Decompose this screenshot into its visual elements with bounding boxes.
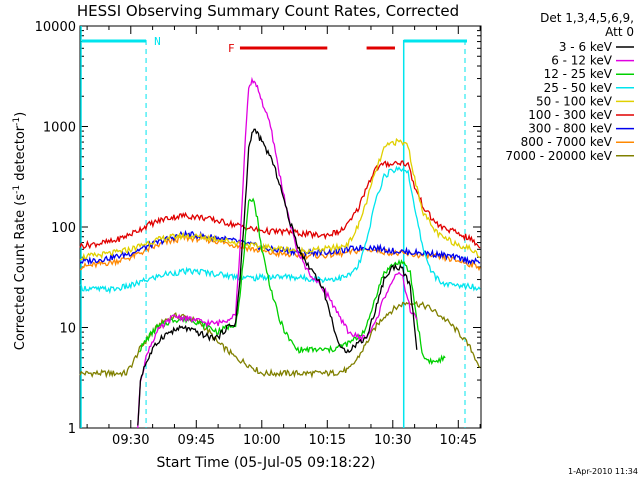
x-tick-label: 10:15 [309, 433, 346, 448]
series-line-50-100keV [79, 137, 481, 261]
y-tick-label: 1000 [43, 121, 76, 136]
x-tick-label: 10:30 [374, 433, 411, 448]
y-tick-label: 1 [68, 422, 76, 437]
legend-entry-label: 25 - 50 keV [544, 81, 613, 95]
series-line-6-12keV [137, 76, 418, 429]
series-line-300-800keV [79, 229, 481, 266]
legend-header-attenuator: Att 0 [605, 25, 634, 39]
y-tick-label: 10 [59, 322, 76, 337]
chart-title: HESSI Observing Summary Count Rates, Cor… [77, 2, 459, 20]
x-tick-label: 10:45 [440, 433, 477, 448]
legend-entry-label: 6 - 12 keV [551, 54, 613, 68]
legend-entry-label: 50 - 100 keV [536, 94, 613, 108]
x-tick-label: 09:30 [112, 433, 149, 448]
footer-date: 1-Apr-2010 11:34 [568, 467, 638, 476]
x-axis-label: Start Time (05-Jul-05 09:18:22) [156, 455, 375, 471]
y-tick-labels: 1 10 100 1000 10000 [35, 20, 76, 437]
x-tick-labels: 09:30 09:45 10:00 10:15 10:30 10:45 [112, 433, 477, 448]
y-tick-label: 10000 [35, 20, 76, 35]
legend-entry-label: 7000 - 20000 keV [505, 149, 612, 163]
series-line-25-50keV [79, 165, 481, 295]
plot-area: NF [79, 25, 482, 429]
legend-header-detectors: Det 1,3,4,5,6,9, [540, 11, 634, 25]
night-flag-label: N [154, 35, 161, 48]
legend-entry-label: 100 - 300 keV [528, 108, 612, 122]
y-tick-label: 100 [51, 221, 76, 236]
series-line-12-25keV [138, 197, 446, 366]
legend-entry-label: 800 - 7000 keV [521, 135, 613, 149]
legend-entry-label: 3 - 6 keV [559, 40, 613, 54]
y-axis-label: Corrected Count Rate (s-1 detector-1) [12, 112, 28, 350]
x-tick-label: 10:00 [243, 433, 280, 448]
flare-flag-label: F [228, 42, 235, 55]
x-tick-label: 09:45 [178, 433, 215, 448]
series-line-100-300keV [79, 160, 481, 250]
legend-entry-label: 12 - 25 keV [544, 67, 613, 81]
legend-entry-label: 300 - 800 keV [528, 122, 612, 136]
series-line-3-6keV [137, 128, 418, 426]
